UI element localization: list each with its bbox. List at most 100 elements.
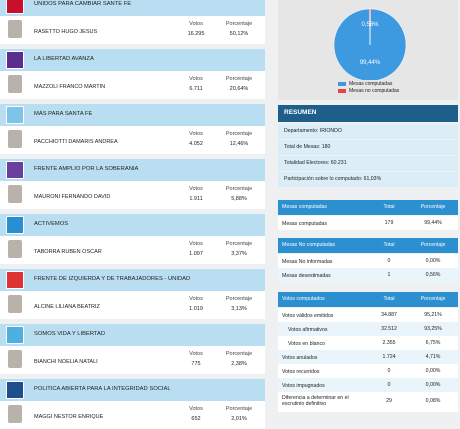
votes-heading: Votos <box>189 351 203 357</box>
candidate-name: MAZZOLI FRANCO MARTIN <box>34 84 106 90</box>
table-row: Votos válidos emitidos 34.887 95,21% <box>278 308 458 322</box>
votes-heading: Votos <box>189 406 203 412</box>
votes-heading: Votos <box>189 76 203 82</box>
row-percent: 4,71% <box>425 354 441 360</box>
party-name: POLITICA ABIERTA PARA LA INTEGRIDAD SOCI… <box>34 386 171 392</box>
candidate-name: BIANCHI NOELIA NATALI <box>34 359 98 365</box>
party-header: SOMOS VIDA Y LIBERTAD <box>0 324 265 346</box>
row-total: 32.512 <box>381 326 397 332</box>
party-header: FRENTE DE IZQUIERDA Y DE TRABAJADORES - … <box>0 269 265 291</box>
party-logo <box>6 0 24 14</box>
column-heading: Porcentaje <box>420 242 446 248</box>
legend-swatch <box>338 82 346 86</box>
candidate-name: MAGGI NESTOR ENRIQUE <box>34 414 104 420</box>
party-logo <box>6 216 24 234</box>
row-label: Votos en blanco <box>288 341 325 347</box>
votes-heading: Votos <box>189 21 203 27</box>
candidate-name: RASETTO HUGO JESUS <box>34 29 98 35</box>
percent-value: 3,37% <box>231 251 247 257</box>
legend-swatch <box>338 89 346 93</box>
votes-value: 1.019 <box>189 306 203 312</box>
party-name: LA LIBERTAD AVANZA <box>34 56 94 62</box>
percent-value: 50,12% <box>229 31 249 37</box>
table-row: Mesas computadas 179 99,44% <box>278 216 458 230</box>
party-name: FRENTE DE IZQUIERDA Y DE TRABAJADORES - … <box>34 276 191 282</box>
party-header: FRENTE AMPLIO POR LA SOBERANIA <box>0 159 265 181</box>
row-total: 2.355 <box>382 340 396 346</box>
candidate-photo <box>8 130 22 148</box>
party-header: POLITICA ABIERTA PARA LA INTEGRIDAD SOCI… <box>0 379 265 401</box>
party-header: MÁS PARA SANTA FE <box>0 104 265 126</box>
candidate-photo <box>8 185 22 203</box>
votes-value: 652 <box>191 416 201 422</box>
row-total: 179 <box>384 220 394 226</box>
candidate-row: BIANCHI NOELIA NATALI Votos Porcentaje 775 2… <box>0 346 265 374</box>
table-row: Votos anulados 1.724 4,71% <box>278 350 458 364</box>
pie-slice <box>333 8 407 80</box>
candidate-name: MAURONI FERNANDO DAVID <box>34 194 111 200</box>
summary-row: Participación sobre lo computado: 61,03% <box>278 172 458 187</box>
table-row: Votos en blanco 2.355 6,75% <box>278 336 458 350</box>
column-heading: Mesas computadas <box>282 204 327 210</box>
row-label: Mesas desestimadas <box>282 273 331 279</box>
row-label: Votos afirmativos <box>288 327 328 333</box>
column-heading: Porcentaje <box>420 296 446 302</box>
candidate-row: ALCINE LILIANA BEATRIZ Votos Porcentaje 1.0… <box>0 291 265 319</box>
table-row: Votos recurridos 0 0,00% <box>278 364 458 378</box>
row-label: Votos impugnados <box>282 383 325 389</box>
party-logo <box>6 326 24 344</box>
column-heading: Votos computados <box>282 296 325 302</box>
table-row: Diferencia a determinar en el escrutinio… <box>278 392 458 412</box>
candidate-name: PACCHIOTTI DAMARIS ANDREA <box>34 139 118 145</box>
candidate-photo <box>8 20 22 38</box>
summary-row: Departamento: IRIONDO <box>278 124 458 139</box>
percent-heading: Porcentaje <box>225 406 253 412</box>
row-total: 29 <box>386 398 392 404</box>
table-header: Votos computados Total Porcentaje <box>278 292 458 307</box>
votes-heading: Votos <box>189 131 203 137</box>
votes-value: 16.295 <box>187 31 205 37</box>
summary-row: Totalidad Electores: 60.231 <box>278 156 458 171</box>
summary-column: 99,44% 0,56% Mesas computadas Mesas no comp… <box>278 0 458 427</box>
percent-heading: Porcentaje <box>225 351 253 357</box>
candidate-photo <box>8 295 22 313</box>
row-total: 0 <box>387 258 391 264</box>
candidate-photo <box>8 75 22 93</box>
table-row: Votos impugnados 0 0,00% <box>278 378 458 392</box>
percent-heading: Porcentaje <box>225 131 253 137</box>
party-name: MÁS PARA SANTA FE <box>34 111 93 117</box>
party-name: ACTIVEMOS <box>34 221 69 227</box>
row-total: 1.724 <box>382 354 396 360</box>
votes-heading: Votos <box>189 296 203 302</box>
row-percent: 0,00% <box>425 382 441 388</box>
row-total: 1 <box>387 272 391 278</box>
candidate-row: MAURONI FERNANDO DAVID Votos Porcentaje 1.9… <box>0 181 265 209</box>
percent-value: 12,46% <box>229 141 249 147</box>
candidate-row: MAZZOLI FRANCO MARTIN Votos Porcentaje 6.71… <box>0 71 265 99</box>
party-name: UNIDOS PARA CAMBIAR SANTE FE <box>34 1 132 7</box>
candidate-photo <box>8 405 22 423</box>
row-percent: 99,44% <box>424 220 442 226</box>
votes-value: 4.052 <box>189 141 203 147</box>
party-logo <box>6 161 24 179</box>
column-heading: Porcentaje <box>420 204 446 210</box>
party-header: ACTIVEMOS <box>0 214 265 236</box>
party-name: SOMOS VIDA Y LIBERTAD <box>34 331 106 337</box>
candidate-photo <box>8 240 22 258</box>
row-label: Mesas computadas <box>282 221 327 227</box>
candidate-photo <box>8 350 22 368</box>
party-name: FRENTE AMPLIO POR LA SOBERANIA <box>34 166 139 172</box>
table-header: Mesas No computadas Total Porcentaje <box>278 238 458 253</box>
column-heading: Total <box>383 242 395 248</box>
chart-card: 99,44% 0,56% Mesas computadas Mesas no comp… <box>278 0 458 100</box>
percent-heading: Porcentaje <box>225 241 253 247</box>
table-row: Mesas desestimadas 1 0,56% <box>278 268 458 282</box>
votes-value: 6.711 <box>189 86 203 92</box>
table-row: Votos afirmativos 32.512 93,25% <box>278 322 458 336</box>
row-percent: 0,00% <box>425 258 441 264</box>
party-header: LA LIBERTAD AVANZA <box>0 49 265 71</box>
votes-value: 1.911 <box>189 196 203 202</box>
slice-label: 99,44% <box>359 60 381 66</box>
row-percent: 93,25% <box>424 326 442 332</box>
